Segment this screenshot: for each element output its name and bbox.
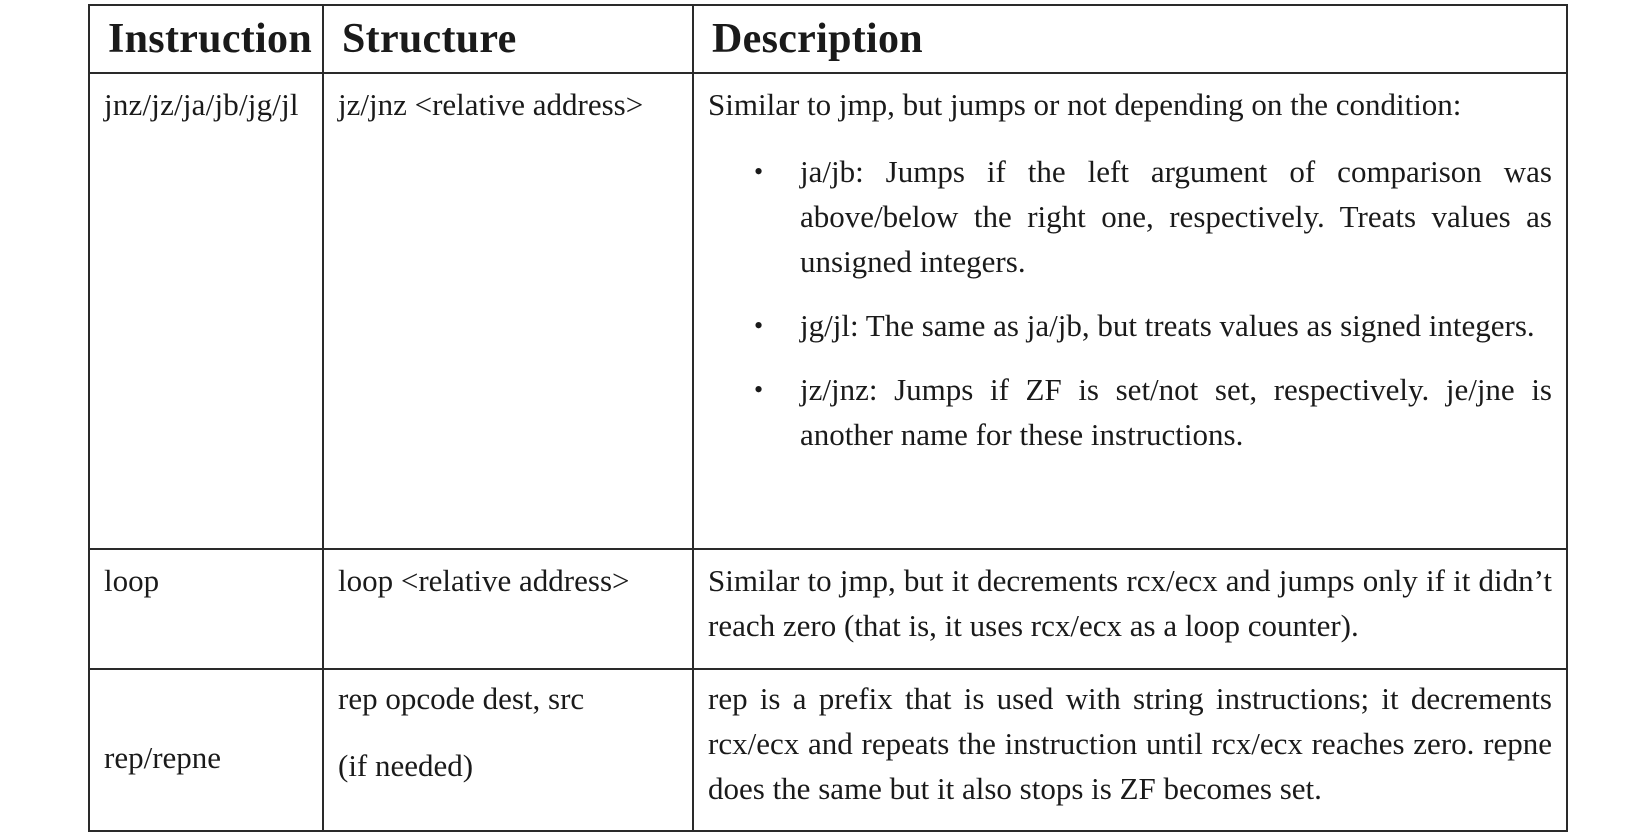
instruction-text: loop [104, 563, 160, 598]
bullet-icon: • [754, 311, 764, 340]
structure-cell: jz/jnz <relative address> [322, 72, 694, 550]
description-cell: Similar to jmp, but jumps or not dependi… [692, 72, 1568, 550]
description-intro: Similar to jmp, but jumps or not dependi… [708, 87, 1462, 122]
bullet-icon: • [754, 157, 764, 186]
table-row: rep/repne rep opcode dest, src (if neede… [88, 668, 1568, 832]
structure-text: jz/jnz <relative address> [338, 87, 644, 122]
description-cell: Similar to jmp, but it decrements rcx/ec… [692, 548, 1568, 670]
condition-text: jg/jl: The same as ja/jb, but treats val… [800, 308, 1535, 343]
structure-text: loop <relative address> [338, 563, 630, 598]
table-row: loop loop <relative address> Similar to … [88, 548, 1568, 670]
condition-text: ja/jb: Jumps if the left argument of com… [800, 154, 1552, 279]
condition-item: • ja/jb: Jumps if the left argument of c… [708, 149, 1552, 284]
instruction-cell: jnz/jz/ja/jb/jg/jl [88, 72, 324, 550]
instruction-text: rep/repne [104, 739, 222, 775]
condition-list: • ja/jb: Jumps if the left argument of c… [708, 149, 1552, 457]
instruction-cell: rep/repne [88, 668, 324, 832]
condition-item: • jg/jl: The same as ja/jb, but treats v… [708, 303, 1552, 348]
table-header-row: Instruction Structure Description [88, 4, 1568, 74]
header-instruction: Instruction [88, 4, 324, 74]
description-cell: rep is a prefix that is used with string… [692, 668, 1568, 832]
description-text: rep is a prefix that is used with string… [708, 681, 1552, 806]
structure-note: (if needed) [338, 748, 474, 783]
header-description: Description [692, 4, 1568, 74]
instruction-cell: loop [88, 548, 324, 670]
description-text: Similar to jmp, but it decrements rcx/ec… [708, 563, 1552, 643]
structure-cell: rep opcode dest, src (if needed) [322, 668, 694, 832]
instruction-text: jnz/jz/ja/jb/jg/jl [104, 87, 299, 122]
bullet-icon: • [754, 375, 764, 404]
structure-cell: loop <relative address> [322, 548, 694, 670]
condition-item: • jz/jnz: Jumps if ZF is set/not set, re… [708, 367, 1552, 457]
structure-text: rep opcode dest, src [338, 681, 585, 716]
header-structure: Structure [322, 4, 694, 74]
table-row: jnz/jz/ja/jb/jg/jl jz/jnz <relative addr… [88, 72, 1568, 550]
condition-text: jz/jnz: Jumps if ZF is set/not set, resp… [800, 372, 1552, 452]
instruction-table: Instruction Structure Description jnz/jz… [88, 4, 1568, 832]
